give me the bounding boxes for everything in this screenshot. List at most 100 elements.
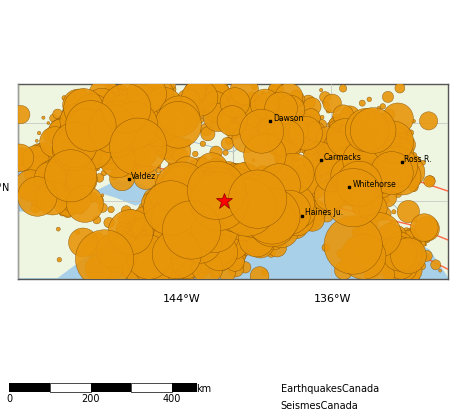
Point: [118, 236, 125, 243]
Point: [198, 202, 206, 208]
Point: [320, 148, 327, 155]
Point: [252, 207, 259, 213]
Point: [211, 189, 218, 195]
Point: [281, 200, 288, 206]
Point: [244, 200, 251, 207]
Point: [328, 144, 335, 151]
Point: [271, 191, 278, 198]
Point: [240, 206, 247, 213]
Point: [384, 264, 391, 271]
Point: [196, 189, 203, 196]
Point: [200, 180, 207, 187]
Point: [181, 225, 188, 232]
Point: [255, 192, 262, 198]
Point: [172, 97, 179, 104]
Point: [371, 226, 378, 233]
Point: [379, 248, 386, 255]
Point: [262, 202, 270, 209]
Point: [149, 109, 156, 115]
Point: [272, 195, 279, 201]
Point: [125, 121, 132, 127]
Point: [254, 112, 261, 119]
Point: [393, 263, 400, 270]
Point: [97, 127, 105, 134]
Point: [188, 192, 195, 199]
Point: [188, 245, 195, 251]
Point: [43, 186, 50, 192]
Point: [178, 200, 186, 206]
Point: [223, 231, 230, 237]
Point: [209, 200, 217, 207]
Point: [183, 226, 191, 232]
Point: [369, 182, 376, 189]
Point: [302, 114, 309, 120]
Point: [169, 221, 177, 228]
Point: [106, 137, 113, 143]
Point: [88, 135, 96, 141]
Point: [253, 229, 260, 236]
Point: [196, 187, 203, 194]
Point: [210, 191, 217, 198]
Point: [118, 115, 125, 121]
Point: [59, 161, 67, 167]
Point: [228, 216, 236, 223]
Point: [196, 191, 203, 197]
Point: [237, 227, 245, 234]
Point: [202, 200, 210, 206]
Point: [214, 234, 221, 240]
Point: [174, 122, 182, 129]
Point: [390, 269, 397, 276]
Point: [240, 178, 247, 184]
Point: [82, 116, 89, 122]
Point: [88, 143, 95, 149]
Point: [163, 261, 170, 267]
Point: [86, 128, 93, 135]
Point: [263, 200, 270, 206]
Point: [220, 106, 227, 112]
Point: [304, 121, 312, 127]
Point: [387, 264, 394, 271]
Point: [66, 164, 73, 171]
Point: [180, 227, 188, 233]
Point: [91, 175, 98, 182]
Point: [230, 197, 237, 204]
Point: [150, 252, 157, 259]
Point: [260, 222, 268, 228]
Point: [118, 106, 125, 112]
Point: [175, 212, 183, 218]
Point: [225, 233, 232, 240]
Point: [188, 203, 196, 209]
Point: [111, 151, 119, 158]
Point: [259, 215, 266, 221]
Point: [230, 175, 237, 181]
Point: [155, 164, 163, 170]
Point: [207, 245, 214, 252]
Point: [108, 117, 115, 123]
Point: [207, 176, 214, 183]
Point: [189, 209, 196, 216]
Point: [66, 128, 73, 135]
Point: [384, 250, 391, 257]
Point: [48, 151, 55, 157]
Point: [246, 216, 254, 222]
Point: [208, 210, 216, 217]
Point: [250, 199, 257, 205]
Point: [241, 192, 248, 199]
Point: [246, 213, 253, 220]
Point: [373, 246, 381, 253]
Point: [198, 222, 205, 229]
Point: [229, 200, 236, 207]
Point: [208, 243, 215, 249]
Point: [192, 196, 199, 202]
Point: [115, 105, 122, 111]
Point: [205, 202, 212, 209]
Point: [83, 139, 91, 145]
Point: [241, 194, 248, 200]
Point: [240, 213, 247, 220]
Point: [29, 169, 37, 176]
Point: [86, 124, 93, 130]
Point: [262, 96, 269, 103]
Point: [194, 197, 202, 204]
Point: [369, 206, 376, 212]
Point: [114, 106, 121, 113]
